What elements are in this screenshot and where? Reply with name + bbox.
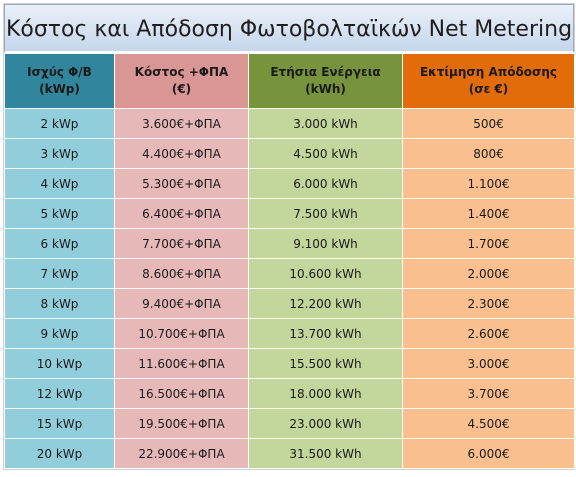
cell-energy: 7.500 kWh	[248, 198, 403, 229]
cell-return: 4.500€	[402, 408, 575, 439]
table-row: 9 kWp 10.700€+ΦΠΑ 13.700 kWh 2.600€	[4, 318, 575, 349]
cell-power: 5 kWp	[4, 198, 115, 229]
table-row: 2 kWp 3.600€+ΦΠΑ 3.000 kWh 500€	[4, 108, 575, 139]
cell-cost: 3.600€+ΦΠΑ	[114, 108, 249, 139]
cell-cost: 7.700€+ΦΠΑ	[114, 228, 249, 259]
header-power: Ισχύς Φ/Β (kWp)	[4, 53, 115, 109]
cell-cost: 4.400€+ΦΠΑ	[114, 138, 249, 169]
cell-power: 8 kWp	[4, 288, 115, 319]
table-row: 5 kWp 6.400€+ΦΠΑ 7.500 kWh 1.400€	[4, 198, 575, 229]
cell-power: 9 kWp	[4, 318, 115, 349]
cell-cost: 16.500€+ΦΠΑ	[114, 378, 249, 409]
table-row: 15 kWp 19.500€+ΦΠΑ 23.000 kWh 4.500€	[4, 408, 575, 439]
cell-energy: 3.000 kWh	[248, 108, 403, 139]
cell-power: 20 kWp	[4, 438, 115, 469]
cell-return: 3.000€	[402, 348, 575, 379]
pricing-table-container: Κόστος και Απόδοση Φωτοβολταϊκών Net Met…	[3, 3, 575, 470]
table-row: 10 kWp 11.600€+ΦΠΑ 15.500 kWh 3.000€	[4, 348, 575, 379]
cell-return: 500€	[402, 108, 575, 139]
cell-return: 6.000€	[402, 438, 575, 469]
table-row: 7 kWp 8.600€+ΦΠΑ 10.600 kWh 2.000€	[4, 258, 575, 289]
cell-energy: 15.500 kWh	[248, 348, 403, 379]
cell-power: 4 kWp	[4, 168, 115, 199]
header-cost-label: Κόστος +ΦΠΑ	[134, 65, 229, 79]
pricing-table: Ισχύς Φ/Β (kWp) Κόστος +ΦΠΑ (€) Ετήσια Ε…	[4, 53, 575, 469]
header-cost-unit: (€)	[171, 82, 192, 96]
header-return-label: Εκτίμηση Απόδοσης	[419, 65, 557, 79]
cell-return: 1.100€	[402, 168, 575, 199]
cell-return: 1.700€	[402, 228, 575, 259]
cell-power: 2 kWp	[4, 108, 115, 139]
cell-cost: 22.900€+ΦΠΑ	[114, 438, 249, 469]
cell-energy: 4.500 kWh	[248, 138, 403, 169]
cell-cost: 6.400€+ΦΠΑ	[114, 198, 249, 229]
cell-power: 7 kWp	[4, 258, 115, 289]
header-power-unit: (kWp)	[39, 82, 80, 96]
table-row: 3 kWp 4.400€+ΦΠΑ 4.500 kWh 800€	[4, 138, 575, 169]
header-energy-unit: (kWh)	[305, 82, 346, 96]
header-energy: Ετήσια Ενέργεια (kWh)	[248, 53, 403, 109]
header-power-label: Ισχύς Φ/Β	[27, 65, 92, 79]
table-row: 8 kWp 9.400€+ΦΠΑ 12.200 kWh 2.300€	[4, 288, 575, 319]
table-row: 20 kWp 22.900€+ΦΠΑ 31.500 kWh 6.000€	[4, 438, 575, 469]
header-return: Εκτίμηση Απόδοσης (σε €)	[402, 53, 575, 109]
cell-energy: 10.600 kWh	[248, 258, 403, 289]
cell-energy: 31.500 kWh	[248, 438, 403, 469]
table-row: 6 kWp 7.700€+ΦΠΑ 9.100 kWh 1.700€	[4, 228, 575, 259]
cell-return: 800€	[402, 138, 575, 169]
table-title: Κόστος και Απόδοση Φωτοβολταϊκών Net Met…	[4, 4, 574, 53]
cell-cost: 8.600€+ΦΠΑ	[114, 258, 249, 289]
cell-return: 3.700€	[402, 378, 575, 409]
header-cost: Κόστος +ΦΠΑ (€)	[114, 53, 249, 109]
table-row: 4 kWp 5.300€+ΦΠΑ 6.000 kWh 1.100€	[4, 168, 575, 199]
cell-return: 1.400€	[402, 198, 575, 229]
cell-cost: 5.300€+ΦΠΑ	[114, 168, 249, 199]
cell-energy: 12.200 kWh	[248, 288, 403, 319]
header-row: Ισχύς Φ/Β (kWp) Κόστος +ΦΠΑ (€) Ετήσια Ε…	[4, 53, 575, 109]
cell-energy: 18.000 kWh	[248, 378, 403, 409]
cell-cost: 19.500€+ΦΠΑ	[114, 408, 249, 439]
cell-cost: 9.400€+ΦΠΑ	[114, 288, 249, 319]
cell-return: 2.300€	[402, 288, 575, 319]
table-row: 12 kWp 16.500€+ΦΠΑ 18.000 kWh 3.700€	[4, 378, 575, 409]
header-return-unit: (σε €)	[468, 82, 509, 96]
cell-energy: 6.000 kWh	[248, 168, 403, 199]
cell-return: 2.600€	[402, 318, 575, 349]
cell-energy: 13.700 kWh	[248, 318, 403, 349]
cell-power: 6 kWp	[4, 228, 115, 259]
cell-cost: 11.600€+ΦΠΑ	[114, 348, 249, 379]
header-energy-label: Ετήσια Ενέργεια	[270, 65, 381, 79]
cell-power: 3 kWp	[4, 138, 115, 169]
cell-energy: 9.100 kWh	[248, 228, 403, 259]
cell-power: 12 kWp	[4, 378, 115, 409]
table-body: 2 kWp 3.600€+ΦΠΑ 3.000 kWh 500€ 3 kWp 4.400€+…	[4, 108, 575, 469]
cell-return: 2.000€	[402, 258, 575, 289]
cell-energy: 23.000 kWh	[248, 408, 403, 439]
cell-power: 10 kWp	[4, 348, 115, 379]
cell-cost: 10.700€+ΦΠΑ	[114, 318, 249, 349]
cell-power: 15 kWp	[4, 408, 115, 439]
